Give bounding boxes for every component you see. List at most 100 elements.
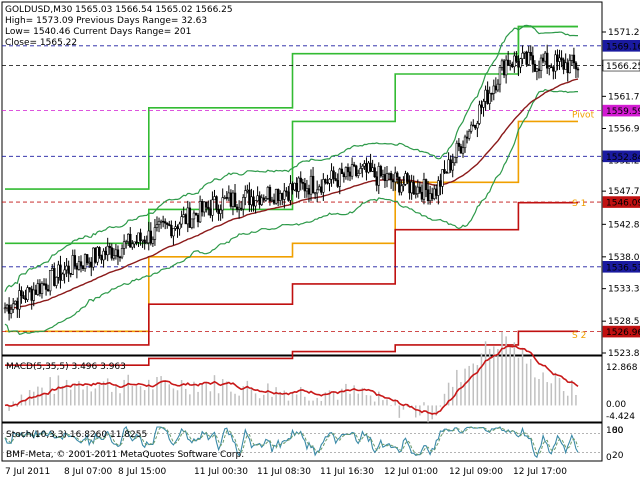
candle-body	[457, 142, 461, 147]
macd-pane-frame	[1, 355, 603, 423]
candle-body	[98, 247, 101, 256]
candle-body	[108, 245, 111, 249]
candle-body	[533, 63, 537, 72]
candle-body	[12, 303, 15, 310]
bollinger-upper-line	[4, 24, 578, 292]
candle-body	[556, 54, 559, 62]
candle-body	[545, 52, 549, 69]
candle-body	[572, 54, 576, 64]
candle-body	[28, 287, 31, 290]
candle-body	[227, 192, 231, 199]
candle-body	[283, 190, 286, 200]
candle-body	[233, 192, 237, 208]
time-label: 11 Jul 00:30	[194, 467, 248, 477]
pivot-level-line	[5, 120, 578, 333]
candle-body	[40, 283, 44, 294]
candle-body	[422, 179, 426, 200]
candle-body	[157, 220, 161, 225]
price-marker-label: 1566.25	[606, 62, 640, 72]
candle-body	[455, 142, 459, 158]
stoch-signal-line	[4, 426, 579, 456]
candle-body	[560, 57, 563, 61]
candle-body	[437, 180, 440, 196]
candle-body	[242, 197, 245, 210]
candle-body	[59, 264, 62, 281]
candle-body	[180, 216, 183, 225]
candle-body	[295, 182, 298, 192]
candle-body	[235, 206, 239, 210]
candle-body	[73, 255, 77, 267]
candle-body	[554, 54, 557, 72]
candle-body	[504, 59, 508, 76]
candle-body	[480, 104, 483, 108]
candle-body	[172, 228, 175, 237]
symbol-info: GOLDUSD,M30 1565.03 1566.54 1565.02 1566…	[5, 5, 233, 15]
time-label: 8 Jul 15:00	[118, 467, 167, 477]
candle-body	[354, 165, 358, 176]
candle-body	[498, 67, 502, 85]
candle-body	[398, 176, 401, 193]
candle-body	[318, 186, 321, 191]
candle-body	[492, 85, 495, 94]
candle-body	[303, 183, 307, 192]
candle-body	[5, 304, 9, 309]
candle-body	[141, 239, 144, 242]
candle-body	[196, 214, 200, 223]
candle-body	[445, 172, 448, 174]
time-label: 12 Jul 17:00	[513, 467, 567, 477]
candle-body	[133, 241, 136, 245]
candle-body	[521, 52, 524, 59]
price-tick-label: 1561.70	[608, 92, 640, 102]
price-tick-label: 1547.70	[608, 187, 640, 197]
time-axis[interactable]: 7 Jul 2011 8 Jul 07:00 8 Jul 15:00 11 Ju…	[5, 467, 567, 477]
price-marker-label: 1569.16	[606, 42, 640, 52]
candle-body	[414, 193, 417, 195]
pivot-level-line	[5, 201, 578, 346]
candle-body	[198, 201, 202, 223]
candle-body	[478, 104, 481, 124]
candle-body	[490, 92, 493, 95]
candle-body	[285, 190, 288, 193]
info-line-low: Low= 1540.46 Current Days Range= 201	[5, 27, 191, 37]
candle-body	[237, 207, 241, 210]
candle-body	[205, 201, 208, 208]
price-marker-box	[602, 196, 640, 208]
price-tick-label: 1523.80	[608, 349, 640, 359]
candle-body	[566, 62, 569, 74]
candle-body	[541, 57, 545, 62]
candle-body	[24, 297, 27, 300]
candle-body	[336, 180, 339, 187]
candle-body	[453, 157, 456, 164]
candle-body	[168, 224, 171, 226]
candle-body	[231, 192, 235, 207]
candle-body	[558, 57, 561, 62]
candle-body	[118, 256, 122, 259]
price-marker-box	[602, 325, 640, 338]
candle-body	[574, 62, 578, 70]
candle-body	[186, 207, 189, 225]
candle-body	[459, 146, 463, 154]
candle-body	[433, 188, 436, 199]
candle-body	[350, 164, 354, 177]
candle-body	[14, 300, 17, 305]
level-annotation-text: Pivot	[572, 110, 595, 120]
candle-body	[116, 249, 120, 258]
candle-body	[570, 54, 574, 61]
candle-body	[385, 173, 389, 182]
candle-body	[287, 191, 290, 201]
candle-body	[42, 283, 46, 285]
candle-body	[159, 220, 163, 223]
price-marker-label: 1559.59	[606, 107, 640, 117]
candle-body	[250, 196, 253, 206]
candle-body	[348, 171, 352, 177]
candle-body	[461, 147, 465, 154]
candle-body	[38, 283, 42, 294]
candle-body	[496, 83, 500, 91]
candle-body	[326, 182, 329, 184]
candle-body	[391, 179, 395, 183]
candle-body	[301, 181, 304, 184]
candle-body	[328, 178, 331, 184]
candle-body	[112, 255, 116, 259]
